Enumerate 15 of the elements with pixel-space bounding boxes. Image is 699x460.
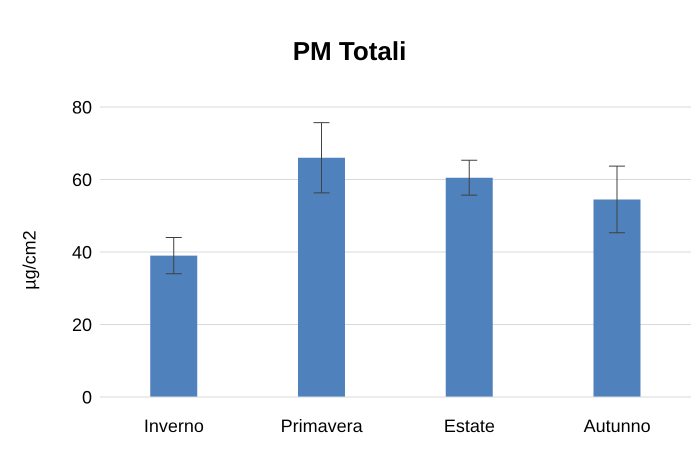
x-tick-label: Primavera xyxy=(280,416,364,436)
bar xyxy=(150,256,198,397)
bar xyxy=(593,199,640,397)
bar xyxy=(298,158,345,397)
x-tick-label: Estate xyxy=(444,416,495,436)
y-axis-title: µg/cm2 xyxy=(20,230,40,290)
y-tick-label: 40 xyxy=(72,242,92,262)
x-tick-label: Inverno xyxy=(144,416,204,436)
y-tick-label: 20 xyxy=(72,314,92,335)
y-tick-label: 60 xyxy=(72,170,92,190)
bar xyxy=(446,178,493,397)
y-tick-label: 80 xyxy=(72,97,92,118)
chart-title: PM Totali xyxy=(292,36,408,67)
x-tick-label: Autunno xyxy=(584,416,651,436)
y-tick-label: 0 xyxy=(82,387,92,408)
